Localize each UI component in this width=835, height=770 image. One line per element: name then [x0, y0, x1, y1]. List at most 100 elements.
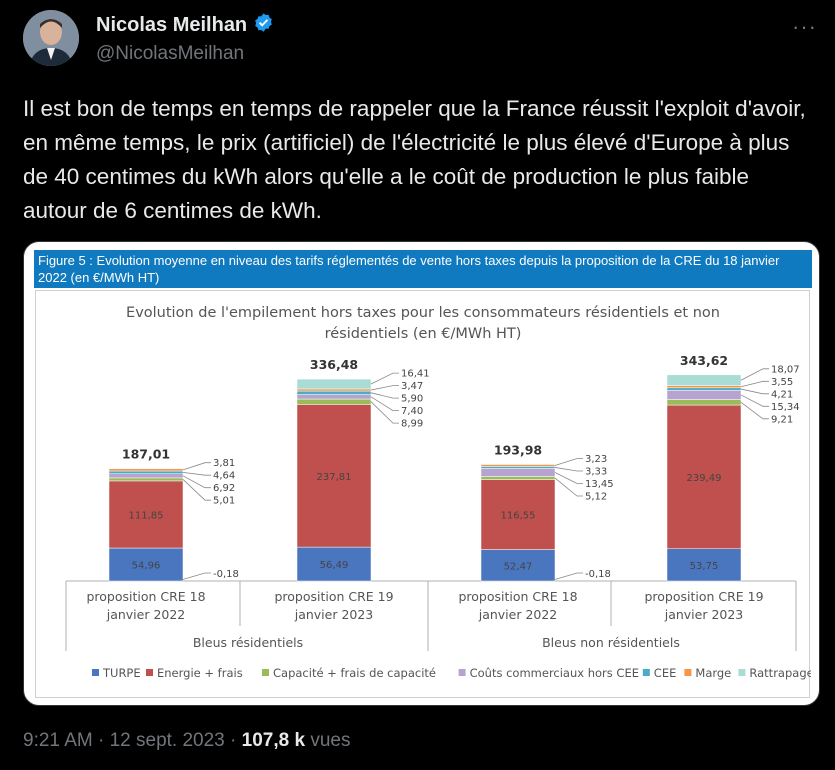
chart-frame: Evolution de l'empilement hors taxes pou… [35, 290, 811, 698]
bar-segment-turpe [666, 548, 742, 582]
bar-segment-marge [666, 385, 742, 389]
legend-swatch [684, 669, 692, 676]
group-label: Bleus non résidentiels [542, 635, 680, 650]
bar-value-label: 54,96 [132, 561, 161, 572]
callout-label: -0,18 [585, 569, 611, 580]
views-label: vues [305, 730, 351, 751]
callout-label: 16,41 [401, 369, 430, 380]
figure-header: Figure 5 : Evolution moyenne en niveau d… [34, 250, 812, 288]
bar-segment-cee [480, 466, 556, 469]
legend-swatch [262, 669, 269, 676]
callout-label: 7,40 [401, 406, 423, 417]
bar-value-label: 116,55 [501, 511, 536, 522]
chart-title-line-2: résidentiels (en €/MWh HT) [325, 326, 522, 342]
callout-line [182, 471, 211, 476]
category-label-line-2: janvier 2023 [294, 607, 374, 622]
callout-line [740, 380, 769, 388]
callout-line [370, 396, 399, 412]
bar-value-label: 237,81 [317, 472, 352, 483]
bar-segment-turpe [296, 546, 372, 582]
legend-label: CEE [654, 666, 677, 680]
chart-title-line-1: Evolution de l'empilement hors taxes pou… [126, 305, 720, 321]
legend-swatch [642, 669, 650, 676]
legend-label: Rattrapage [749, 666, 811, 680]
callout-line [740, 401, 769, 420]
bar-segment-capacit-frais-de-capacit- [296, 398, 372, 405]
avatar[interactable] [23, 10, 79, 66]
group-label: Bleus résidentiels [193, 635, 303, 650]
bar-segment-capacit-frais-de-capacit- [666, 399, 742, 406]
callout-line [554, 467, 583, 472]
bar-total-label: 336,48 [310, 357, 358, 372]
bar-segment-capacit-frais-de-capacit- [480, 476, 556, 480]
bar-segment-rattrapage [296, 378, 372, 390]
bar-segment-co-ts-commerciaux-hors-cee [108, 473, 184, 479]
callout-label: 13,45 [585, 479, 614, 490]
stacked-bar-chart: Evolution de l'empilement hors taxes pou… [65, 305, 811, 680]
callout-label: 5,90 [401, 394, 423, 405]
callout-line [554, 458, 583, 466]
callout-label: 3,55 [771, 377, 793, 388]
callout-label: -0,18 [213, 569, 239, 580]
bar-segment-energie-frais [666, 404, 742, 549]
bar-segment-turpe [480, 549, 556, 582]
category-label-line-1: proposition CRE 19 [644, 589, 763, 604]
author-handle[interactable]: @NicolasMeilhan [96, 43, 245, 64]
bar-segment-energie-frais [108, 480, 184, 549]
bar-segment-co-ts-commerciaux-hors-cee [480, 468, 556, 477]
category-label-line-1: proposition CRE 19 [274, 589, 393, 604]
author-block: Nicolas Meilhan @NicolasMeilhan [96, 12, 274, 65]
tweet-timestamp[interactable]: 9:21 AM · 12 sept. 2023 · [23, 730, 242, 751]
bar-segment-energie-frais [296, 404, 372, 548]
more-icon[interactable]: ··· [792, 14, 817, 39]
bar-segment-rattrapage [666, 374, 742, 386]
bar-total-label: 343,62 [680, 353, 728, 368]
bar-segment-marge [108, 468, 184, 472]
legend-label: TURPE [102, 666, 141, 680]
callout-line [370, 392, 399, 399]
bar-segment-capacit-frais-de-capacit- [108, 477, 184, 482]
callout-label: 3,33 [585, 467, 607, 478]
callout-line [552, 572, 583, 581]
callout-line [740, 368, 769, 381]
legend-swatch [92, 669, 99, 676]
callout-line [740, 388, 769, 395]
callout-label: 3,81 [213, 458, 235, 469]
verified-badge-icon [253, 12, 274, 38]
callout-label: 15,34 [771, 402, 800, 413]
views-count: 107,8 k [241, 730, 306, 751]
category-label-line-2: janvier 2023 [664, 607, 744, 622]
callout-line [182, 475, 211, 489]
callout-label: 18,07 [771, 364, 800, 375]
bar-value-label: 56,49 [320, 560, 349, 571]
bar-segment-cee [666, 387, 742, 391]
bar-segment-turpe [108, 547, 184, 582]
legend-swatch [458, 669, 466, 676]
legend-swatch [146, 669, 153, 676]
category-label-line-1: proposition CRE 18 [458, 589, 577, 604]
callout-line [370, 372, 399, 385]
tweet-media[interactable]: Figure 5 : Evolution moyenne en niveau d… [23, 241, 820, 706]
bar-value-label: 52,47 [504, 561, 533, 572]
bar-value-label: 111,85 [129, 510, 164, 521]
callout-label: 4,21 [771, 389, 793, 400]
callout-label: 4,64 [213, 471, 235, 482]
bar-segment-co-ts-commerciaux-hors-cee [296, 394, 372, 400]
bar-segment-marge [296, 388, 372, 392]
category-label-line-2: janvier 2022 [478, 607, 558, 622]
callout-line [182, 479, 211, 501]
bar-segment-cee [296, 390, 372, 395]
legend-label: Capacité + frais de capacité [273, 666, 436, 680]
legend-label: Coûts commerciaux hors CEE [470, 666, 639, 680]
callout-line [370, 385, 399, 391]
bar-value-label: 239,49 [687, 473, 722, 484]
callout-line [554, 472, 583, 484]
bar-total-label: 187,01 [122, 447, 170, 462]
author-name[interactable]: Nicolas Meilhan [96, 13, 248, 36]
legend-swatch [738, 669, 746, 676]
callout-line [180, 572, 211, 581]
bar-segment-cee [108, 470, 184, 475]
bar-value-label: 53,75 [690, 561, 719, 572]
category-label-line-2: janvier 2022 [106, 607, 186, 622]
callout-line [554, 477, 583, 497]
